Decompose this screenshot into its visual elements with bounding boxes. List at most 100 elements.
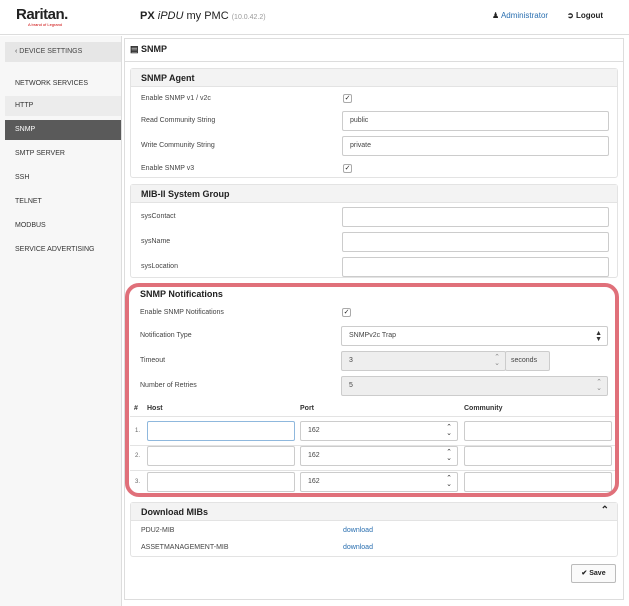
spinner-icon: ⌃ ⌄ xyxy=(446,424,452,437)
user-link[interactable]: ♟ Administrator xyxy=(492,11,548,20)
section-title: Download MIBs xyxy=(141,507,208,517)
back-device-settings[interactable]: ‹ DEVICE SETTINGS xyxy=(5,42,121,62)
page-title: ▤ SNMP xyxy=(130,44,167,55)
product: PX xyxy=(140,10,155,22)
snmp-agent-section: SNMP Agent Enable SNMP v1 / v2c ✓ Read C… xyxy=(130,68,618,178)
spinner-icon: ⌃ ⌄ xyxy=(446,475,452,488)
read-community-label: Read Community String xyxy=(141,117,216,124)
port-input-1[interactable]: 162 ⌃ ⌄ xyxy=(300,421,458,441)
download-mibs-header[interactable]: Download MIBs ⌃ xyxy=(131,503,617,521)
sidebar-item-http[interactable]: HTTP xyxy=(5,96,121,116)
timeout-label: Timeout xyxy=(140,357,166,364)
download-pdu2-mib-link[interactable]: download xyxy=(343,527,373,534)
user-name: Administrator xyxy=(500,11,549,20)
col-number: # xyxy=(134,405,138,412)
enable-v3-label: Enable SNMP v3 xyxy=(141,165,195,172)
row-number: 3. xyxy=(135,479,141,485)
mib-name: ASSETMANAGEMENT-MIB xyxy=(141,544,229,551)
syslocation-label: sysLocation xyxy=(141,263,178,270)
enable-notifications-label: Enable SNMP Notifications xyxy=(140,309,224,316)
port-input-3[interactable]: 162 ⌃ ⌄ xyxy=(300,472,458,492)
divider xyxy=(124,61,624,62)
notification-type-value: SNMPv2c Trap xyxy=(349,332,397,339)
sidebar-item-service-advertising[interactable]: SERVICE ADVERTISING xyxy=(15,246,95,253)
logout-icon: ➲ xyxy=(567,11,574,20)
syscontact-label: sysContact xyxy=(141,213,176,220)
mib-name: PDU2-MIB xyxy=(141,527,175,534)
enable-notifications-checkbox[interactable]: ✓ xyxy=(342,308,351,317)
host-input-2[interactable] xyxy=(147,446,295,466)
port-value: 162 xyxy=(308,478,320,485)
notification-type-label: Notification Type xyxy=(140,332,192,339)
timeout-value: 3 xyxy=(349,357,353,364)
notification-type-select[interactable]: SNMPv2c Trap ▲ ▼ xyxy=(341,326,608,346)
spinner-icon: ⌃ ⌄ xyxy=(596,379,602,392)
row-number: 2. xyxy=(135,453,141,459)
logout-button[interactable]: ➲ Logout xyxy=(567,11,603,20)
enable-v1-checkbox[interactable]: ✓ xyxy=(343,94,352,103)
divider xyxy=(130,470,618,471)
header: Raritan. A brand of Legrand PX iPDU my P… xyxy=(0,0,629,35)
community-input-2[interactable] xyxy=(464,446,612,466)
retries-input[interactable]: 5 ⌃ ⌄ xyxy=(341,376,608,396)
community-input-1[interactable] xyxy=(464,421,612,441)
host-input-1[interactable] xyxy=(147,421,295,441)
syslocation-input[interactable] xyxy=(342,257,609,277)
divider xyxy=(130,445,618,446)
port-input-2[interactable]: 162 ⌃ ⌄ xyxy=(300,446,458,466)
spinner-icon: ⌃ ⌄ xyxy=(446,449,452,462)
port-value: 162 xyxy=(308,427,320,434)
col-port: Port xyxy=(300,405,314,412)
sysname-label: sysName xyxy=(141,238,171,245)
save-button[interactable]: ✔ Save xyxy=(571,564,616,583)
write-community-label: Write Community String xyxy=(141,142,215,149)
device-name: my PMC xyxy=(186,10,229,22)
write-community-input[interactable]: private xyxy=(342,136,609,156)
snmp-icon: ▤ xyxy=(130,44,139,54)
raritan-logo: Raritan. xyxy=(16,6,68,23)
section-title: MIB-II System Group xyxy=(131,185,617,203)
page-title-text: SNMP xyxy=(141,44,168,54)
sidebar-item-ssh[interactable]: SSH xyxy=(15,174,30,181)
col-host: Host xyxy=(147,405,163,412)
chevron-up-icon[interactable]: ⌃ xyxy=(600,505,609,516)
timeout-unit: seconds xyxy=(505,351,550,371)
download-mibs-section: Download MIBs ⌃ PDU2-MIB download ASSETMA… xyxy=(130,502,618,557)
model: iPDU xyxy=(157,10,184,22)
logout-label: Logout xyxy=(575,11,604,20)
read-community-input[interactable]: public xyxy=(342,111,609,131)
sidebar-section-network-services: NETWORK SERVICES xyxy=(15,80,88,87)
device-title: PX iPDU my PMC (10.0.42.2) xyxy=(140,10,266,22)
sysname-input[interactable] xyxy=(342,232,609,252)
user-icon: ♟ xyxy=(492,11,500,20)
save-label: Save xyxy=(589,570,606,577)
check-icon: ✔ xyxy=(581,570,588,577)
version: (10.0.42.2) xyxy=(231,14,266,21)
enable-v1-label: Enable SNMP v1 / v2c xyxy=(141,95,211,102)
port-value: 162 xyxy=(308,452,320,459)
retries-label: Number of Retries xyxy=(140,382,197,389)
enable-v3-checkbox[interactable]: ✓ xyxy=(343,164,352,173)
host-input-3[interactable] xyxy=(147,472,295,492)
snmp-notifications-section: SNMP Notifications Enable SNMP Notificat… xyxy=(130,285,618,493)
row-number: 1. xyxy=(135,428,141,434)
divider xyxy=(130,416,618,417)
sidebar: ‹ DEVICE SETTINGS NETWORK SERVICES HTTP … xyxy=(0,36,122,606)
retries-value: 5 xyxy=(349,382,353,389)
community-input-3[interactable] xyxy=(464,472,612,492)
syscontact-input[interactable] xyxy=(342,207,609,227)
section-title: SNMP Notifications xyxy=(130,285,618,303)
section-title: SNMP Agent xyxy=(131,69,617,87)
highlight-box xyxy=(125,283,619,497)
sidebar-item-telnet[interactable]: TELNET xyxy=(15,198,42,205)
select-arrows-icon: ▲ ▼ xyxy=(595,330,602,343)
col-community: Community xyxy=(464,405,503,412)
logo-subtitle: A brand of Legrand xyxy=(28,22,63,27)
back-label: DEVICE SETTINGS xyxy=(19,48,83,55)
mib2-section: MIB-II System Group sysContact sysName s… xyxy=(130,184,618,278)
sidebar-item-snmp[interactable]: SNMP xyxy=(5,120,121,140)
sidebar-item-smtp-server[interactable]: SMTP SERVER xyxy=(15,150,65,157)
sidebar-item-modbus[interactable]: MODBUS xyxy=(15,222,46,229)
spinner-icon: ⌃ ⌄ xyxy=(494,354,500,367)
download-assetmanagement-mib-link[interactable]: download xyxy=(343,544,373,551)
